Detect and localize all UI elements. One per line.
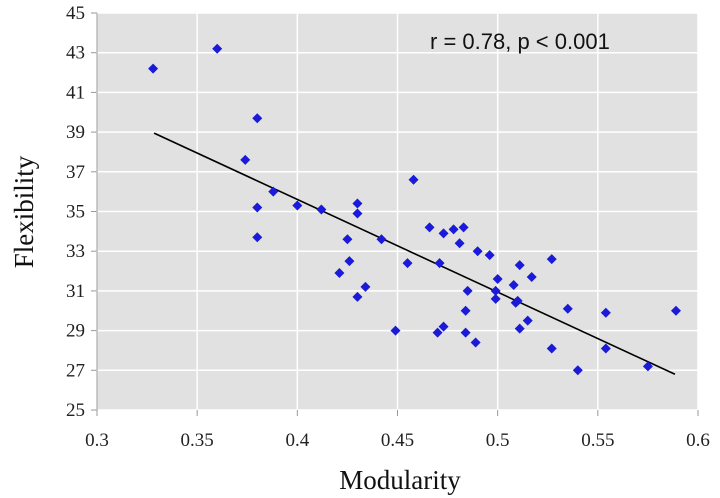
data-point: [484, 250, 495, 261]
data-point: [438, 321, 449, 332]
x-tick-label: 0.35: [181, 430, 214, 451]
y-axis-title: Flexibility: [9, 155, 39, 268]
x-tick-label: 0.45: [381, 430, 414, 451]
data-point: [316, 204, 327, 215]
data-point: [342, 234, 353, 245]
y-tick-label: 35: [66, 202, 85, 223]
y-tick-label: 45: [66, 3, 85, 24]
x-tick-label: 0.4: [285, 430, 309, 451]
data-point: [514, 323, 525, 334]
correlation-annotation: r = 0.78, p < 0.001: [430, 29, 610, 54]
data-point: [268, 186, 279, 197]
y-tick-label: 25: [66, 400, 85, 421]
y-tick-label: 43: [66, 43, 85, 64]
data-point: [546, 254, 557, 265]
data-point: [508, 279, 519, 290]
data-point: [514, 260, 525, 271]
trend-line: [153, 132, 676, 375]
data-point: [490, 285, 501, 296]
data-point: [512, 295, 523, 306]
grid: [91, 12, 699, 416]
data-point: [454, 238, 465, 249]
y-tick-label: 29: [66, 321, 85, 342]
x-axis-title: Modularity: [339, 465, 461, 495]
data-point: [434, 258, 445, 269]
data-point: [642, 361, 653, 372]
y-tick-label: 39: [66, 122, 85, 143]
data-point: [352, 291, 363, 302]
data-point: [470, 337, 481, 348]
data-point: [600, 343, 611, 354]
data-point: [460, 305, 471, 316]
data-point: [546, 343, 557, 354]
x-tick-label: 0.3: [85, 430, 109, 451]
data-point: [240, 154, 251, 165]
data-point: [462, 285, 473, 296]
data-point: [292, 200, 303, 211]
data-point: [408, 174, 419, 185]
data-point: [212, 43, 223, 54]
data-point: [438, 228, 449, 239]
data-point: [526, 272, 537, 283]
data-point: [492, 273, 503, 284]
data-point: [352, 198, 363, 209]
data-point: [458, 222, 469, 233]
data-point: [376, 234, 387, 245]
data-point: [432, 327, 443, 338]
y-tick-labels: 25 27 29 31 33 35 37 39 41 43 45: [66, 3, 85, 421]
data-points: [148, 43, 681, 376]
data-point: [490, 293, 501, 304]
data-point: [252, 202, 263, 213]
data-point: [360, 281, 371, 292]
data-point: [334, 268, 345, 279]
x-tick-labels: 0.3 0.35 0.4 0.45 0.5 0.55 0.6: [85, 430, 710, 451]
data-point: [402, 258, 413, 269]
data-point: [522, 315, 533, 326]
data-point: [148, 63, 159, 74]
data-point: [344, 256, 355, 267]
x-tick-label: 0.6: [686, 430, 710, 451]
y-tick-label: 37: [66, 162, 85, 183]
data-point: [600, 307, 611, 318]
data-point: [448, 224, 459, 235]
data-point: [460, 327, 471, 338]
x-tick-label: 0.5: [486, 430, 510, 451]
y-tick-label: 33: [66, 241, 85, 262]
data-point: [472, 246, 483, 257]
data-point: [670, 305, 681, 316]
y-tick-label: 31: [66, 281, 85, 302]
data-point: [572, 365, 583, 376]
data-point: [424, 222, 435, 233]
data-point: [390, 325, 401, 336]
data-point: [352, 208, 363, 219]
data-point: [252, 232, 263, 243]
data-point: [562, 303, 573, 314]
data-point: [252, 113, 263, 124]
y-tick-label: 27: [66, 360, 85, 381]
y-tick-label: 41: [66, 82, 85, 103]
x-tick-label: 0.55: [581, 430, 614, 451]
